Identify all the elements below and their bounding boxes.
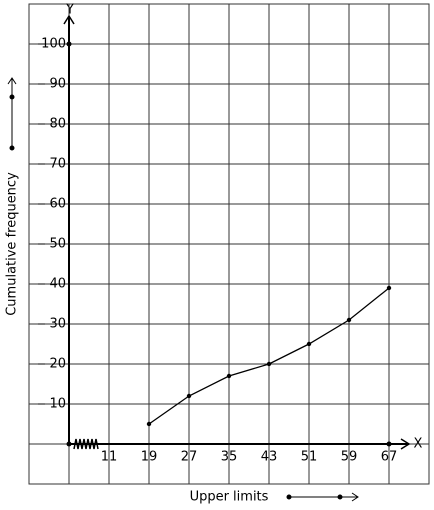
y-tick-label: 70 [49, 157, 66, 172]
y-axis-arrow [63, 14, 75, 25]
axis-dot [66, 41, 72, 47]
axis-dot [66, 441, 72, 447]
y-tick-label: 60 [49, 197, 66, 212]
y-tick-label: 90 [49, 77, 66, 92]
axis-dot [386, 441, 392, 447]
x-tick-label: 43 [261, 450, 278, 465]
x-tick-label: 19 [141, 450, 158, 465]
x-tick-label: 27 [181, 450, 198, 465]
decorative-arrows [7, 77, 359, 502]
y-tick-label: 20 [49, 357, 66, 372]
point [146, 421, 152, 427]
point [226, 373, 232, 379]
point [266, 361, 272, 367]
point [306, 341, 312, 347]
y-tick-label: 30 [49, 317, 66, 332]
y-tick-label: 80 [49, 117, 66, 132]
x-axis-label: Upper limits [190, 490, 269, 505]
x-tick-label: 11 [101, 450, 118, 465]
point [386, 285, 392, 291]
x-tick-label: 59 [341, 450, 358, 465]
x-tick-label: 67 [381, 450, 398, 465]
y-tick-label: 50 [49, 237, 66, 252]
y-axis-name: Y [65, 3, 74, 18]
x-tick-label: 51 [301, 450, 318, 465]
x-tick-label: 35 [221, 450, 238, 465]
x-axis-arrow [400, 438, 411, 450]
point [346, 317, 352, 323]
y-tick-label: 100 [41, 37, 66, 52]
axis-break [73, 438, 99, 450]
point [186, 393, 192, 399]
y-axis-label: Cumulative frequency [5, 172, 20, 316]
y-tick-label: 40 [49, 277, 66, 292]
y-tick-label: 10 [49, 397, 66, 412]
